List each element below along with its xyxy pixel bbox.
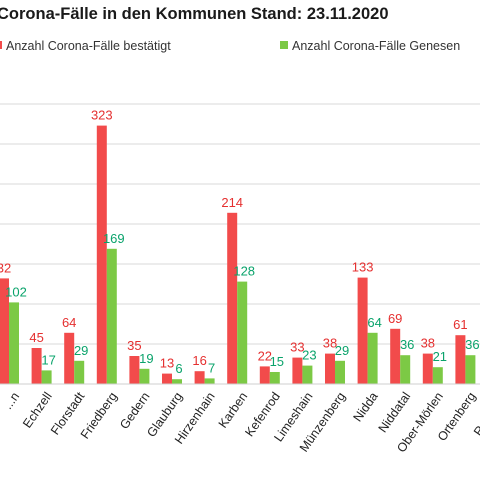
bar-recovered [74,360,85,384]
data-label-recovered: 7 [208,360,215,375]
data-label-confirmed: 32 [0,260,11,275]
bar-confirmed [292,357,303,384]
data-label-confirmed: 61 [453,317,467,332]
x-tick-label: Gedern [117,390,152,432]
bar-confirmed [357,277,368,384]
data-label-confirmed: 13 [160,356,174,371]
bar-recovered [237,281,248,384]
bar-recovered [9,302,19,384]
data-label-recovered: 29 [74,343,88,358]
bar-recovered [269,372,280,384]
bar-recovered [139,368,150,384]
data-label-recovered: 36 [465,337,479,352]
bar-recovered [41,370,52,384]
data-label-confirmed: 16 [192,353,206,368]
data-label-recovered: 29 [335,343,349,358]
bar-recovered [335,360,345,384]
data-label-confirmed: 64 [62,315,76,330]
bar-confirmed [422,353,433,384]
x-tick-label: Echzell [20,390,55,431]
data-label-confirmed: 133 [352,260,374,275]
data-label-recovered: 21 [433,349,447,364]
bar-recovered [106,248,117,384]
data-label-recovered: 64 [367,315,381,330]
legend-swatch-recovered [280,41,288,49]
data-label-confirmed: 33 [290,340,304,355]
bar-confirmed [325,353,335,384]
data-label-confirmed: 38 [323,336,337,351]
bar-confirmed [162,373,172,384]
bar-confirmed [64,332,75,384]
legend-swatch-confirmed [0,41,2,49]
data-label-recovered: 23 [302,348,316,363]
data-label-recovered: 15 [270,354,284,369]
bar-confirmed [194,371,205,384]
bar-recovered [172,379,182,384]
bar-recovered [302,365,313,384]
bar-confirmed [259,366,270,384]
bar-confirmed [0,278,9,384]
data-label-confirmed: 214 [221,195,243,210]
bar-confirmed [129,356,140,384]
data-label-recovered: 19 [139,351,153,366]
x-tick-label: Nidda [351,390,381,425]
x-tick-label: Karben [216,390,251,431]
legend-label-recovered: Anzahl Corona-Fälle Genesen [292,39,460,53]
bars [0,125,476,384]
data-label-confirmed: 69 [388,311,402,326]
bar-confirmed [96,125,107,384]
bar-confirmed [455,335,466,384]
data-label-recovered: 169 [103,231,125,246]
data-label-confirmed: 38 [421,336,435,351]
bar-confirmed [390,328,401,384]
bar-recovered [204,378,215,384]
data-label-recovered: 36 [400,337,414,352]
data-label-recovered: 128 [233,264,255,279]
data-label-confirmed: 22 [258,348,272,363]
bar-recovered [367,332,378,384]
bar-recovered [432,367,443,384]
data-label-recovered: 102 [5,284,27,299]
data-label-recovered: 6 [175,361,182,376]
bar-confirmed [227,212,238,384]
data-label-recovered: 17 [41,352,55,367]
bar-recovered [400,355,411,384]
chart-title: Corona-Fälle in den Kommunen Stand: 23.1… [0,5,389,23]
data-label-confirmed: 35 [127,338,141,353]
bar-confirmed [31,348,42,384]
x-tick-labels: ...nEchzellFlorstadtFriedbergGedernGlaub… [1,389,480,455]
x-tick-label: ...n [1,390,22,412]
data-label-confirmed: 323 [91,108,113,123]
bar-recovered [465,355,476,384]
legend-label-confirmed: Anzahl Corona-Fälle bestätigt [6,39,171,53]
data-label-confirmed: 45 [29,330,43,345]
